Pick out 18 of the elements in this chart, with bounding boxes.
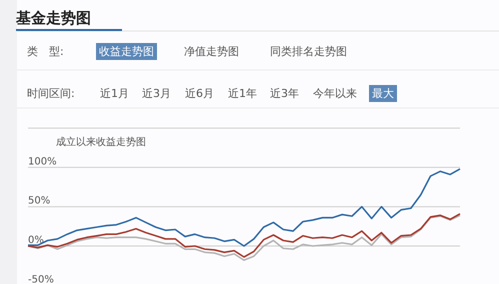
text: 收益走势图 xyxy=(99,45,154,58)
text: 近6月 xyxy=(185,87,214,100)
y-tick-label: 100% xyxy=(28,156,57,168)
text: 近3年 xyxy=(270,87,299,100)
text: 近1月 xyxy=(100,87,129,100)
text: 类 型: xyxy=(27,45,64,58)
y-tick-label: 0% xyxy=(28,235,44,246)
chart-title: 基金走势图 xyxy=(15,9,91,27)
text: 今年以来 xyxy=(313,87,357,100)
y-tick-label: -50% xyxy=(28,274,54,284)
text: 近3月 xyxy=(142,87,171,100)
text: 成立以来收益走势图 xyxy=(56,136,146,148)
text: 近1年 xyxy=(228,87,257,100)
y-tick-label: 50% xyxy=(28,196,50,207)
text: 时间区间: xyxy=(27,87,75,100)
text: 同类排名走势图 xyxy=(270,45,347,58)
text: 净值走势图 xyxy=(184,45,239,58)
text: 最大 xyxy=(372,87,394,100)
